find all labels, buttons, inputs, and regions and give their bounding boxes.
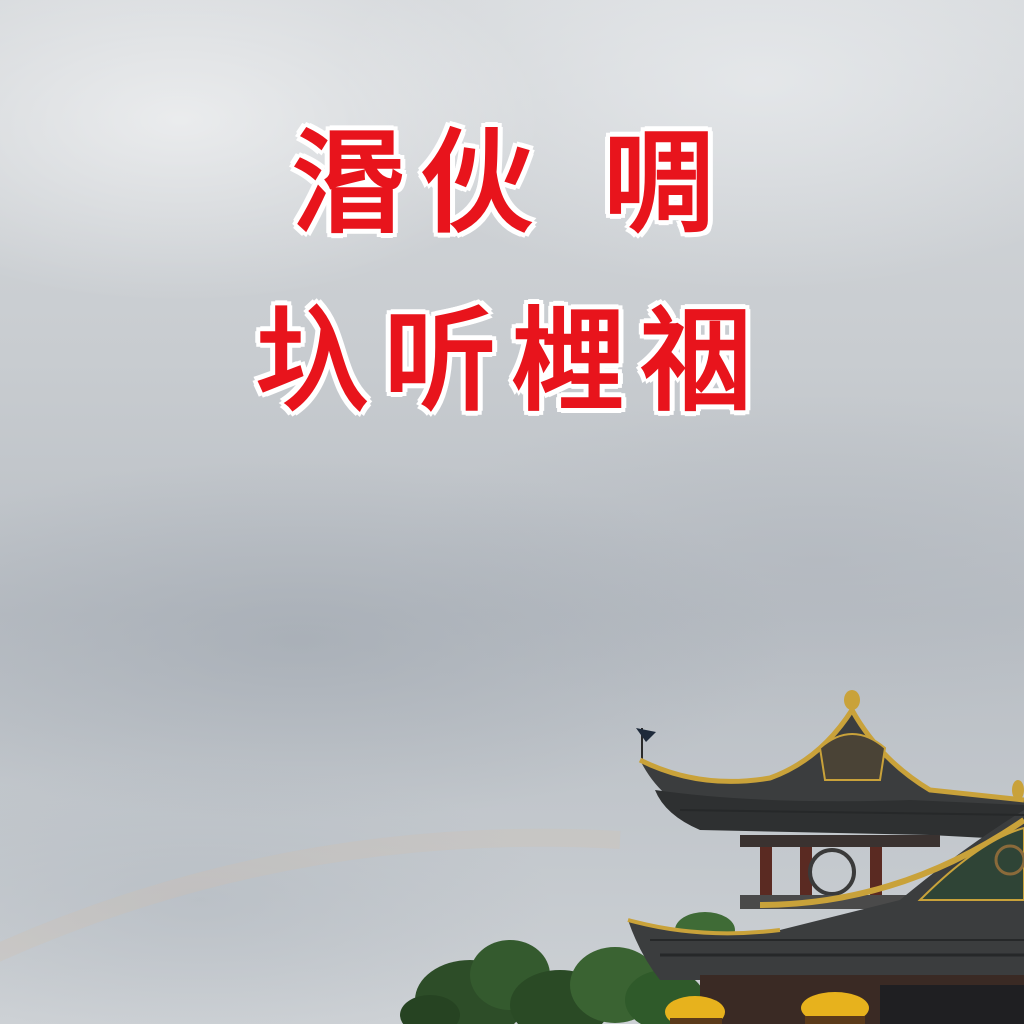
flag-icon: [636, 728, 656, 760]
flower-planter-icon: [665, 992, 869, 1024]
headline-line-2: 圦听榸䄄: [256, 296, 768, 427]
faint-rainbow-arc: [0, 828, 621, 962]
tree-cluster-icon: [400, 912, 735, 1024]
pagoda-roof-icon: [627, 690, 1024, 1024]
headline-line-1: 湣伙 啁: [292, 118, 732, 249]
